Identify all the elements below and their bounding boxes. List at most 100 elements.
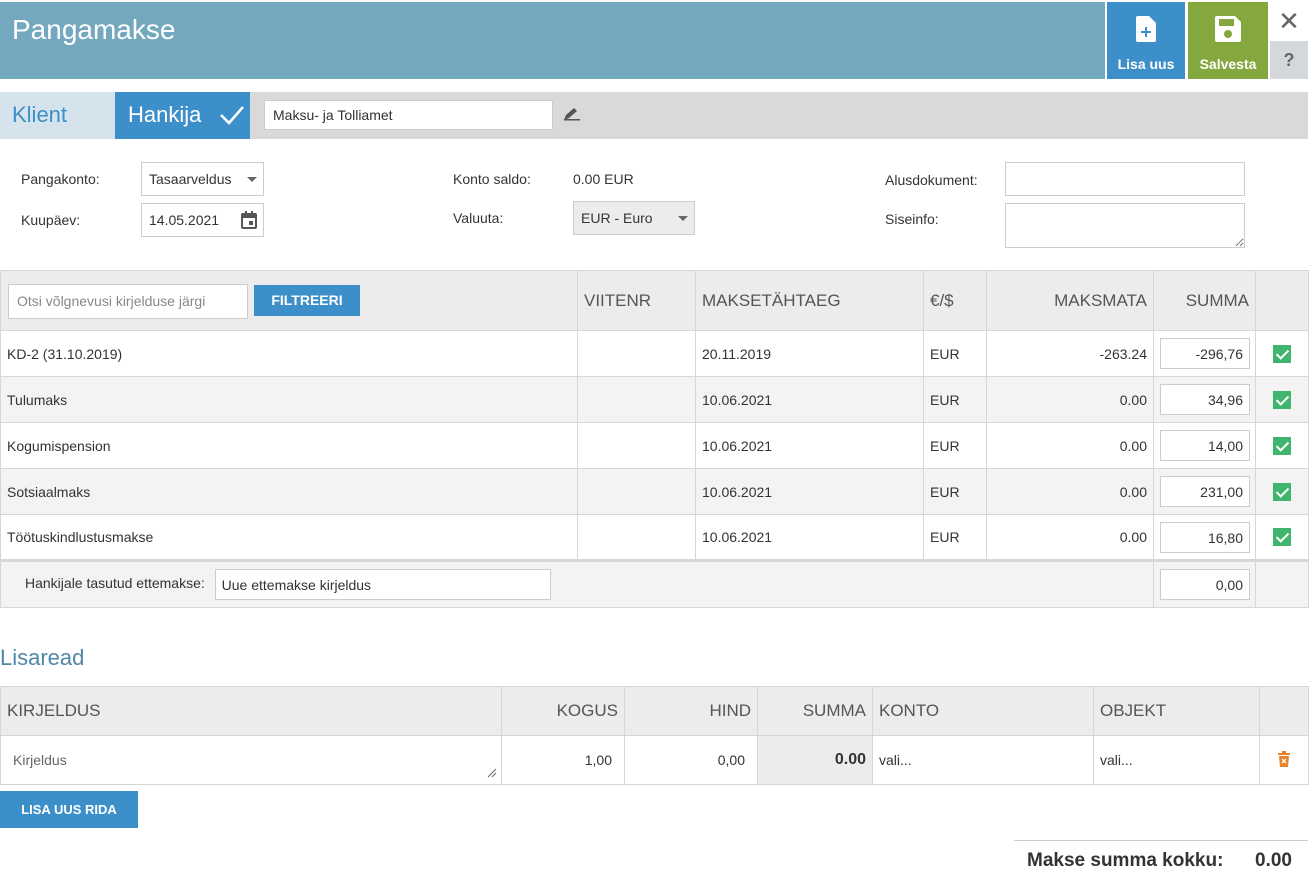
row-currency: EUR (923, 376, 987, 423)
col-quantity: KOGUS (501, 686, 625, 736)
pencil-icon[interactable] (563, 107, 581, 124)
save-button[interactable]: Salvesta (1188, 2, 1268, 79)
bank-account-label: Pangakonto: (21, 171, 100, 187)
internal-info-label: Siseinfo: (885, 211, 939, 227)
col-currency: €/$ (923, 270, 987, 331)
party-name-input[interactable]: Maksu- ja Tolliamet (264, 100, 553, 130)
calendar-icon[interactable] (241, 211, 257, 232)
base-document-label: Alusdokument: (885, 172, 978, 188)
close-icon[interactable]: ✕ (1278, 6, 1300, 36)
row-unpaid: 0.00 (986, 376, 1154, 423)
extra-quantity-input[interactable]: 1,00 (501, 735, 625, 785)
row-due-date: 10.06.2021 (695, 376, 924, 423)
row-unpaid: -263.24 (986, 330, 1154, 377)
col-account: KONTO (872, 686, 1094, 736)
table-row: Sotsiaalmaks 10.06.2021 EUR 0.00 231,00 (0, 468, 1309, 515)
checkbox-checked-icon[interactable] (1273, 344, 1291, 363)
new-document-icon (1136, 16, 1156, 45)
row-currency: EUR (923, 468, 987, 515)
row-sum-input[interactable]: -296,76 (1160, 338, 1250, 369)
row-unpaid: 0.00 (986, 422, 1154, 469)
row-description: KD-2 (31.10.2019) (0, 330, 578, 377)
row-description: Sotsiaalmaks (0, 468, 578, 515)
col-select (1255, 270, 1309, 331)
trash-icon[interactable] (1278, 750, 1290, 770)
balance-label: Konto saldo: (453, 171, 531, 187)
checkbox-checked-icon[interactable] (1273, 390, 1291, 409)
page-title: Pangamakse (12, 14, 176, 45)
tab-supplier-label: Hankija (128, 102, 202, 127)
internal-info-textarea[interactable] (1005, 203, 1245, 248)
filter-button[interactable]: FILTREERI (254, 285, 360, 316)
advance-description-input[interactable]: Uue ettemakse kirjeldus (214, 569, 551, 600)
row-reference (577, 330, 696, 377)
date-label: Kuupäev: (21, 212, 81, 228)
row-sum-input[interactable]: 231,00 (1160, 476, 1250, 507)
col-object: OBJEKT (1093, 686, 1260, 736)
col-reference: VIITENR (577, 270, 696, 331)
row-description: Töötuskindlustusmakse (0, 514, 578, 561)
advance-sum-input[interactable]: 0,00 (1160, 569, 1250, 600)
date-input[interactable]: 14.05.2021 (141, 203, 264, 237)
bank-account-select[interactable]: Tasaarveldus (141, 162, 264, 196)
checkbox-checked-icon[interactable] (1273, 482, 1291, 501)
col-extra-sum: SUMMA (757, 686, 873, 736)
extra-sum-value: 0.00 (757, 735, 873, 785)
balance-value: 0.00 EUR (573, 171, 634, 187)
currency-value: EUR - Euro (581, 210, 653, 226)
chevron-down-icon (678, 216, 688, 221)
advance-cell: Hankijale tasutud ettemakse: Uue ettemak… (0, 559, 1154, 608)
currency-select[interactable]: EUR - Euro (573, 201, 695, 235)
row-sum-input[interactable]: 14,00 (1160, 430, 1250, 461)
row-reference (577, 514, 696, 561)
tab-client[interactable]: Klient (0, 92, 115, 139)
extra-price-input[interactable]: 0,00 (624, 735, 758, 785)
total-value: 0.00 (1255, 850, 1292, 871)
row-currency: EUR (923, 330, 987, 377)
row-unpaid: 0.00 (986, 468, 1154, 515)
extra-object-select[interactable]: vali... (1093, 735, 1260, 785)
col-due-date: MAKSETÄHTAEG (695, 270, 924, 331)
checkbox-checked-icon[interactable] (1273, 436, 1291, 455)
tab-supplier[interactable]: Hankija (115, 92, 250, 139)
advance-row: Hankijale tasutud ettemakse: Uue ettemak… (0, 559, 1309, 608)
advance-label: Hankijale tasutud ettemakse: (25, 575, 205, 592)
table-row: KD-2 (31.10.2019) 20.11.2019 EUR -263.24… (0, 330, 1309, 377)
row-reference (577, 468, 696, 515)
row-sum-input[interactable]: 16,80 (1160, 521, 1250, 553)
row-sum-input[interactable]: 34,96 (1160, 384, 1250, 415)
row-currency: EUR (923, 514, 987, 561)
base-document-input[interactable] (1005, 162, 1245, 196)
row-description: Kogumispension (0, 422, 578, 469)
extra-account-select[interactable]: vali... (872, 735, 1094, 785)
table-row: Tulumaks 10.06.2021 EUR 0.00 34,96 (0, 376, 1309, 423)
add-new-button[interactable]: Lisa uus (1107, 2, 1185, 79)
row-due-date: 10.06.2021 (695, 514, 924, 561)
add-row-button[interactable]: LISA UUS RIDA (0, 791, 138, 828)
party-bar: Klient Hankija Maksu- ja Tolliamet (0, 92, 1308, 139)
col-actions (1259, 686, 1309, 736)
table-row: Töötuskindlustusmakse 10.06.2021 EUR 0.0… (0, 514, 1309, 561)
date-value: 14.05.2021 (149, 212, 220, 228)
row-description: Tulumaks (0, 376, 578, 423)
checkbox-checked-icon[interactable] (1273, 528, 1291, 547)
total-divider (1014, 840, 1308, 841)
extra-description-placeholder: Kirjeldus (13, 752, 67, 768)
row-due-date: 20.11.2019 (695, 330, 924, 377)
debt-search-input[interactable]: Otsi võlgnevusi kirjelduse järgi (8, 284, 248, 319)
floppy-disk-icon (1215, 16, 1241, 45)
col-unpaid: MAKSMATA (986, 270, 1154, 331)
resize-handle-icon[interactable] (487, 768, 497, 778)
col-price: HIND (624, 686, 758, 736)
extra-header-row: KIRJELDUS KOGUS HIND SUMMA KONTO OBJEKT (0, 686, 1309, 736)
col-description: KIRJELDUS (0, 686, 502, 736)
search-header-cell: Otsi võlgnevusi kirjelduse järgi FILTREE… (0, 270, 578, 331)
currency-label: Valuuta: (453, 210, 504, 226)
bank-account-value: Tasaarveldus (149, 171, 232, 187)
extra-row: Kirjeldus 1,00 0,00 0.00 vali... vali... (0, 735, 1309, 785)
checkmark-icon (219, 105, 245, 131)
row-reference (577, 376, 696, 423)
chevron-down-icon (247, 177, 257, 182)
help-icon[interactable]: ? (1270, 41, 1308, 79)
extra-description-input[interactable]: Kirjeldus (0, 735, 502, 785)
